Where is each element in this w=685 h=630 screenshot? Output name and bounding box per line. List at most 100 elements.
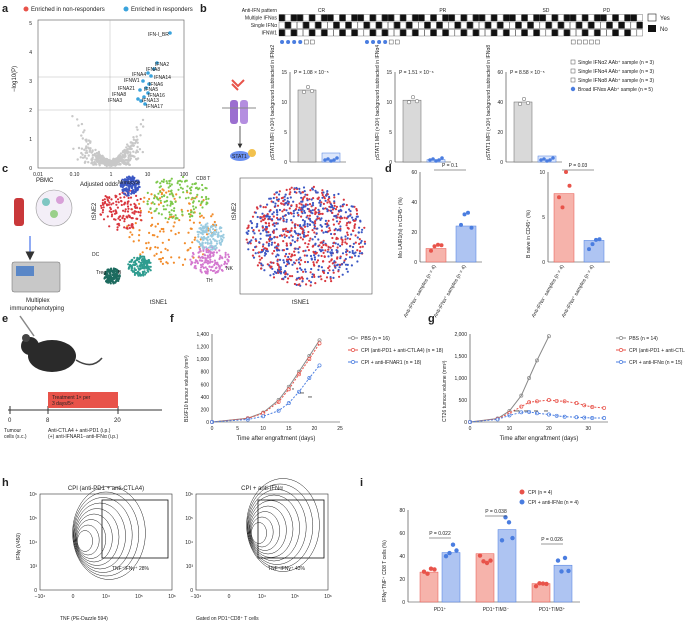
tsne-point: [126, 202, 129, 205]
volcano-point: [110, 159, 114, 162]
tsne-point: [146, 266, 149, 269]
tsne2-point: [295, 203, 298, 207]
tsne-point: [149, 248, 152, 251]
heatmap-cell: [527, 14, 534, 22]
volcano-point: [129, 141, 132, 144]
volcano-point: [103, 157, 107, 161]
tsne2-point: [302, 250, 305, 253]
tsne2-point: [341, 243, 344, 246]
tsne-point: [160, 251, 163, 254]
tsne2-point: [358, 252, 361, 255]
line-xtick: 30: [586, 426, 592, 432]
tsne2-point: [302, 197, 305, 200]
flow-xtick: 0: [228, 594, 231, 600]
heatmap-broad-marker: [286, 40, 291, 44]
heatmap-cell: [466, 21, 473, 29]
tsne-point: [147, 259, 151, 262]
volcano-sig-point: [147, 82, 151, 86]
tsne-point: [137, 179, 140, 182]
tsne2-point: [252, 256, 256, 259]
heatmap-cell: [321, 21, 328, 29]
tsne-point: [125, 187, 128, 190]
pstat-ylabel: pSTAT1 MFI (×10³) background subtracted …: [375, 45, 381, 160]
tsne-point: [198, 227, 201, 230]
flow-xtick: 10⁴: [258, 594, 266, 600]
heatmap-cell: [539, 14, 546, 22]
pstat-legend-marker: [570, 77, 576, 83]
tsne-point: [202, 229, 205, 232]
heatmap-cell: [400, 14, 407, 22]
tsne2-point: [258, 241, 261, 244]
tsne2-point: [260, 256, 263, 260]
tsne2-point: [273, 193, 276, 196]
heatmap-cell: [515, 14, 522, 22]
tsne2-point: [328, 195, 331, 199]
tsne2-point: [253, 232, 256, 235]
volcano-point: [84, 147, 88, 150]
tsne-point: [135, 183, 138, 186]
volcano-point: [127, 158, 130, 162]
d-ytick: 20: [411, 230, 417, 236]
pstat-pvalue: P = 1.51 × 10⁻⁶: [399, 70, 434, 76]
tsne2-point: [322, 243, 325, 247]
tsne-point: [148, 231, 151, 234]
tsne-point: [200, 214, 203, 217]
flow-ytick: 10³: [186, 564, 194, 570]
tsne2-point: [246, 232, 249, 235]
d-point: [429, 248, 433, 253]
heatmap-cell: [406, 29, 413, 37]
heatmap-cell: [321, 14, 328, 22]
tsne2-point: [346, 222, 349, 225]
tsne-point: [131, 226, 135, 229]
heatmap-cell: [418, 21, 425, 29]
heatmap-cell: [303, 29, 310, 37]
tsne2-point: [324, 199, 327, 202]
tsne2-point: [282, 200, 285, 203]
tsne-point: [164, 247, 167, 250]
tsne2-point: [304, 203, 308, 206]
tsne2-point: [269, 236, 272, 239]
line-xtick: 10: [260, 426, 266, 432]
tsne-point: [193, 238, 196, 241]
line-legend-marker: [351, 336, 355, 340]
tsne-point: [126, 210, 130, 213]
tsne-point: [177, 180, 180, 183]
tsne2-point: [303, 254, 306, 257]
gene-label: IFNA8: [146, 67, 160, 73]
heatmap-group-label: CR: [318, 8, 326, 14]
tsne2-point: [310, 267, 313, 271]
tsne-point: [126, 225, 129, 228]
tsne2-point: [271, 241, 274, 244]
tsne-point: [196, 193, 199, 196]
panel-h: h CPI (anti-PD1 + anti-CTLA4)TNF⁺IFNγ⁺ 2…: [2, 477, 332, 622]
tsne2-point: [284, 193, 287, 196]
tsne2-point: [313, 256, 316, 259]
tsne2-point: [265, 241, 268, 244]
i-point: [450, 542, 456, 547]
tsne2-point: [309, 209, 312, 212]
volcano-point: [87, 146, 90, 149]
tsne-point: [170, 177, 173, 180]
tsne-point: [179, 186, 182, 189]
tsne-point: [181, 213, 184, 216]
tsne-point: [158, 258, 161, 261]
heatmap-broad-marker: [364, 40, 369, 44]
tsne-point: [101, 199, 104, 202]
volcano-sig-point: [149, 74, 153, 78]
d-category: Anti-IFNα⁺ samples (n = 4): [561, 264, 596, 319]
tsne-point: [133, 273, 136, 276]
tsne-point: [118, 275, 121, 278]
tsne2-point: [286, 200, 289, 203]
line-legend-marker: [619, 348, 623, 352]
tsne2-point: [272, 230, 275, 233]
tsne-point: [195, 195, 198, 198]
i-point: [477, 553, 483, 558]
tsne-point: [191, 183, 194, 186]
tsne2-point: [285, 220, 288, 223]
tsne-point: [156, 246, 159, 249]
tsne-point: [106, 215, 109, 218]
tsne-point: [121, 216, 124, 219]
